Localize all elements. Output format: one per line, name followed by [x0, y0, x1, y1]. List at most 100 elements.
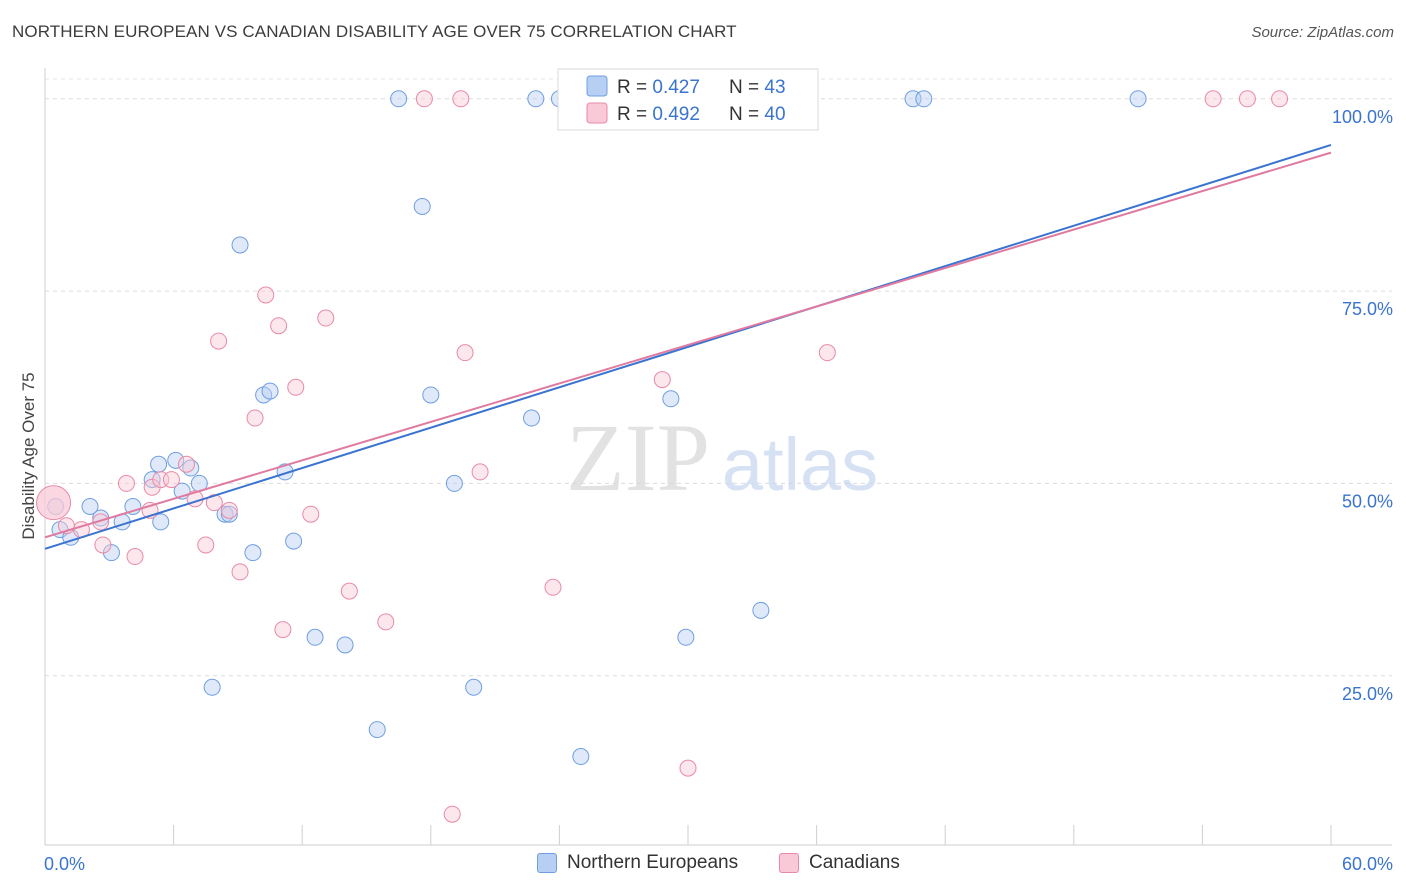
- point-canadian: [653, 371, 671, 389]
- legend-label-northern-europeans: Northern Europeans: [567, 852, 739, 873]
- point-northern-european: [336, 636, 354, 654]
- point-northern-european: [413, 197, 431, 215]
- tick-labels: 25.0% 50.0% 75.0% 100.0% 0.0% 60.0%: [44, 107, 1393, 874]
- point-northern-european: [306, 628, 324, 646]
- watermark-atlas: atlas: [722, 423, 878, 506]
- point-canadian: [210, 332, 228, 350]
- stats-legend: R = 0.427 N = 43 R = 0.492 N = 40: [557, 68, 819, 131]
- point-northern-european: [752, 601, 770, 619]
- trend-line-northern-europeans: [44, 143, 1332, 550]
- point-canadian: [302, 505, 320, 523]
- svg-text:N = 40: N = 40: [729, 104, 786, 125]
- point-northern-european: [285, 532, 303, 550]
- point-northern-european: [150, 455, 168, 473]
- point-northern-european: [527, 90, 545, 108]
- point-canadian: [92, 513, 110, 531]
- point-northern-european: [572, 748, 590, 766]
- x-tick-label: 60.0%: [1342, 854, 1393, 874]
- legend-r-label-2: R =: [617, 104, 652, 125]
- legend-n-label-1: N =: [729, 77, 764, 98]
- point-canadian: [377, 613, 395, 631]
- point-canadian: [231, 563, 249, 581]
- point-northern-european: [390, 90, 408, 108]
- trend-lines: [44, 143, 1332, 550]
- point-northern-european: [1129, 90, 1147, 108]
- legend-n-label-2: N =: [729, 104, 764, 125]
- point-northern-european: [231, 236, 249, 254]
- axes: [44, 68, 1392, 846]
- point-canadian: [94, 536, 112, 554]
- legend-label-canadians: Canadians: [809, 852, 900, 873]
- point-canadian: [246, 409, 264, 427]
- point-canadian: [544, 578, 562, 596]
- legend-item-canadians[interactable]: Canadians: [779, 852, 900, 874]
- point-canadian: [340, 582, 358, 600]
- point-canadian: [471, 463, 489, 481]
- point-canadian: [1204, 90, 1222, 108]
- y-tick-label: 100.0%: [1332, 107, 1393, 127]
- y-axis-label: Disability Age Over 75: [19, 372, 38, 539]
- point-canadian: [443, 805, 461, 823]
- watermark: ZIP atlas: [566, 404, 878, 511]
- y-tick-label: 25.0%: [1342, 684, 1393, 704]
- legend-r-value-1: 0.427: [652, 77, 700, 98]
- point-canadian: [220, 501, 238, 519]
- point-northern-european: [220, 505, 238, 523]
- point-canadian: [197, 536, 215, 554]
- point-canadian: [36, 485, 72, 521]
- point-northern-european: [523, 409, 541, 427]
- point-canadian: [257, 286, 275, 304]
- point-canadian: [117, 474, 135, 492]
- series-legend: Northern Europeans Canadians: [0, 852, 1406, 876]
- point-canadian: [1271, 90, 1289, 108]
- point-northern-european: [81, 498, 99, 516]
- y-tick-label: 50.0%: [1342, 491, 1393, 511]
- point-northern-european: [677, 628, 695, 646]
- x-tick-label: 0.0%: [44, 854, 85, 874]
- point-northern-european: [915, 90, 933, 108]
- legend-r-value-2: 0.492: [652, 104, 700, 125]
- trend-line-canadians: [44, 151, 1332, 539]
- legend-item-northern-europeans[interactable]: Northern Europeans: [537, 852, 738, 874]
- point-northern-european: [261, 382, 279, 400]
- point-canadian: [162, 471, 180, 489]
- chart-title: NORTHERN EUROPEAN VS CANADIAN DISABILITY…: [12, 22, 737, 41]
- point-canadian: [270, 317, 288, 335]
- point-canadian: [126, 548, 144, 566]
- legend-n-value-1: 43: [764, 77, 785, 98]
- point-northern-european: [167, 451, 185, 469]
- point-canadian: [818, 344, 836, 362]
- data-points: [36, 90, 1289, 823]
- source-label: Source: ZipAtlas.com: [1251, 24, 1394, 41]
- point-northern-european: [368, 721, 386, 739]
- point-northern-european: [422, 386, 440, 404]
- point-canadian: [317, 309, 335, 327]
- point-northern-european: [203, 678, 221, 696]
- legend-r-label-1: R =: [617, 77, 652, 98]
- point-northern-european: [465, 678, 483, 696]
- point-canadian: [274, 621, 292, 639]
- legend-swatch-blue: [586, 75, 608, 97]
- grid: [45, 78, 1392, 677]
- legend-swatch-canadians: [779, 853, 799, 873]
- point-canadian: [456, 344, 474, 362]
- point-northern-european: [152, 513, 170, 531]
- legend-n-value-2: 40: [764, 104, 785, 125]
- point-canadian: [679, 759, 697, 777]
- point-canadian: [415, 90, 433, 108]
- point-canadian: [287, 378, 305, 396]
- y-tick-label: 75.0%: [1342, 299, 1393, 319]
- point-northern-european: [445, 474, 463, 492]
- svg-text:R = 0.427: R = 0.427: [617, 77, 700, 98]
- point-northern-european: [662, 390, 680, 408]
- point-canadian: [177, 455, 195, 473]
- svg-text:R = 0.492: R = 0.492: [617, 104, 700, 125]
- point-northern-european: [244, 544, 262, 562]
- legend-swatch-pink: [586, 102, 608, 124]
- svg-text:N = 43: N = 43: [729, 77, 786, 98]
- watermark-zip: ZIP: [566, 404, 710, 511]
- legend-swatch-northern-europeans: [537, 853, 557, 873]
- point-canadian: [452, 90, 470, 108]
- point-canadian: [1238, 90, 1256, 108]
